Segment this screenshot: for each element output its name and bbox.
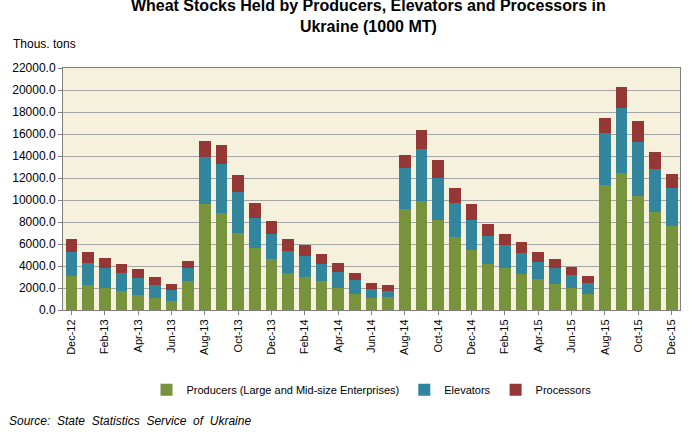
- svg-text:20000.0: 20000.0: [12, 83, 56, 97]
- svg-text:Apr-13: Apr-13: [132, 319, 144, 352]
- svg-text:Dec-13: Dec-13: [265, 319, 277, 354]
- svg-text:Oct-13: Oct-13: [232, 319, 244, 352]
- svg-text:Source: State Statistics Se: Source: State Statistics Service of Ukra…: [9, 414, 251, 428]
- svg-text:Apr-14: Apr-14: [332, 319, 344, 352]
- svg-text:12000.0: 12000.0: [12, 171, 56, 185]
- svg-text:6000.0: 6000.0: [19, 237, 56, 251]
- svg-text:Dec-12: Dec-12: [65, 319, 77, 354]
- svg-text:Elevators: Elevators: [444, 384, 490, 396]
- svg-text:Aug-13: Aug-13: [198, 319, 210, 354]
- svg-text:Aug-15: Aug-15: [599, 319, 611, 354]
- svg-text:4000.0: 4000.0: [19, 259, 56, 273]
- svg-text:Oct-14: Oct-14: [432, 319, 444, 352]
- svg-text:Feb-14: Feb-14: [298, 319, 310, 354]
- svg-text:14000.0: 14000.0: [12, 149, 56, 163]
- svg-text:10000.0: 10000.0: [12, 193, 56, 207]
- svg-text:Jun-13: Jun-13: [165, 319, 177, 353]
- svg-text:Processors: Processors: [536, 384, 592, 396]
- svg-text:Jun-15: Jun-15: [565, 319, 577, 353]
- svg-text:Feb-13: Feb-13: [98, 319, 110, 354]
- svg-text:Feb-15: Feb-15: [498, 319, 510, 354]
- svg-text:2000.0: 2000.0: [19, 281, 56, 295]
- svg-text:0.0: 0.0: [39, 303, 56, 317]
- svg-text:8000.0: 8000.0: [19, 215, 56, 229]
- svg-text:Aug-14: Aug-14: [398, 319, 410, 354]
- svg-text:Jun-14: Jun-14: [365, 319, 377, 353]
- svg-text:Apr-15: Apr-15: [532, 319, 544, 352]
- svg-text:Oct-15: Oct-15: [632, 319, 644, 352]
- svg-text:Dec-15: Dec-15: [665, 319, 677, 354]
- svg-text:Producers (Large and Mid-size: Producers (Large and Mid-size Enterprise…: [187, 384, 400, 396]
- svg-text:16000.0: 16000.0: [12, 127, 56, 141]
- svg-text:Dec-14: Dec-14: [465, 319, 477, 354]
- svg-text:Wheat Stocks Held by Producers: Wheat Stocks Held by Producers, Elevator…: [131, 0, 606, 35]
- svg-text:22000.0: 22000.0: [12, 61, 56, 75]
- svg-text:18000.0: 18000.0: [12, 105, 56, 119]
- svg-text:Thous. tons: Thous. tons: [13, 37, 76, 51]
